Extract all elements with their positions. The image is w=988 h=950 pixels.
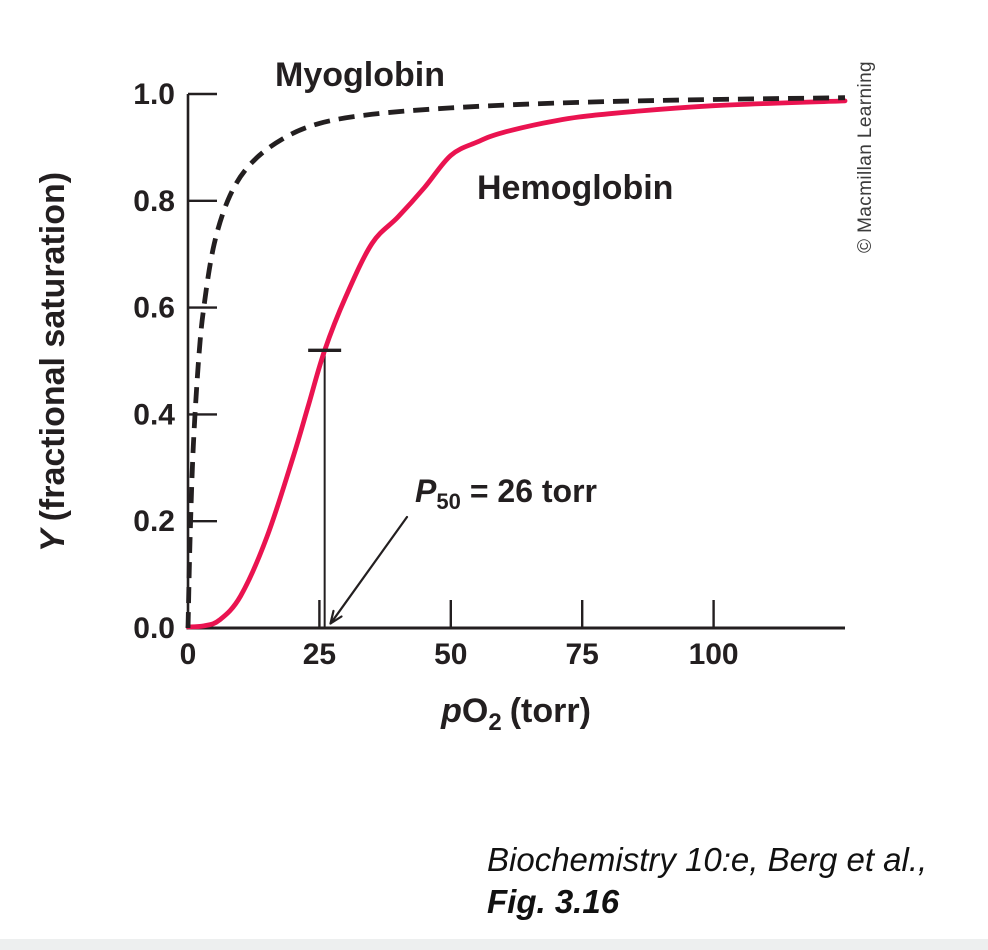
y-tick-label: 0.2: [133, 505, 175, 538]
y-tick-label: 0.0: [133, 612, 175, 645]
x-title-o: O: [462, 692, 488, 730]
p50-value-text: = 26 torr: [470, 473, 597, 509]
x-title-p: p: [440, 692, 462, 730]
p50-annotation-label: P50 = 26 torr: [415, 473, 597, 514]
bottom-strip: [0, 939, 988, 950]
p50-subscript: 50: [436, 489, 460, 514]
x-title-subscript: 2: [488, 709, 501, 736]
curves-group: [185, 95, 848, 630]
p50-symbol: P: [415, 473, 437, 509]
y-tick-label: 0.6: [133, 292, 175, 325]
x-tick-label: 75: [566, 638, 599, 671]
y-tick-label: 0.8: [133, 185, 175, 218]
x-tick-label: 25: [303, 638, 336, 671]
copyright-notice: © Macmillan Learning: [855, 61, 876, 253]
p50-arrow: [329, 515, 409, 625]
x-axis-title: pO2 (torr): [440, 692, 591, 736]
p50-arrowhead-left: [329, 615, 343, 625]
myoglobin-curve: [185, 95, 846, 629]
y-title-text: (fractional saturation): [34, 172, 72, 521]
hemoglobin-curve: [185, 98, 848, 630]
x-title-unit: (torr): [510, 692, 591, 730]
y-title-symbol: Y: [34, 526, 72, 552]
y-axis-title: Y (fractional saturation): [34, 172, 72, 552]
y-tick-label: 0.4: [133, 398, 175, 431]
myoglobin-label: Myoglobin: [275, 56, 445, 94]
p50-arrow-shaft: [330, 515, 409, 624]
x-tick-label: 0: [180, 638, 197, 671]
x-tick-label: 100: [689, 638, 739, 671]
p50-arrowhead-right: [329, 609, 335, 625]
citation-figure-number: Fig. 3.16: [487, 883, 620, 920]
citation-source: Biochemistry 10:e, Berg et al.,: [487, 841, 927, 878]
x-tick-label: 50: [434, 638, 467, 671]
hemoglobin-label: Hemoglobin: [477, 169, 673, 207]
y-tick-label: 1.0: [133, 78, 175, 111]
axes-group: 0 25 50 75 100 0.0 0.2 0.4 0.6 0.8 1.0: [133, 78, 845, 671]
